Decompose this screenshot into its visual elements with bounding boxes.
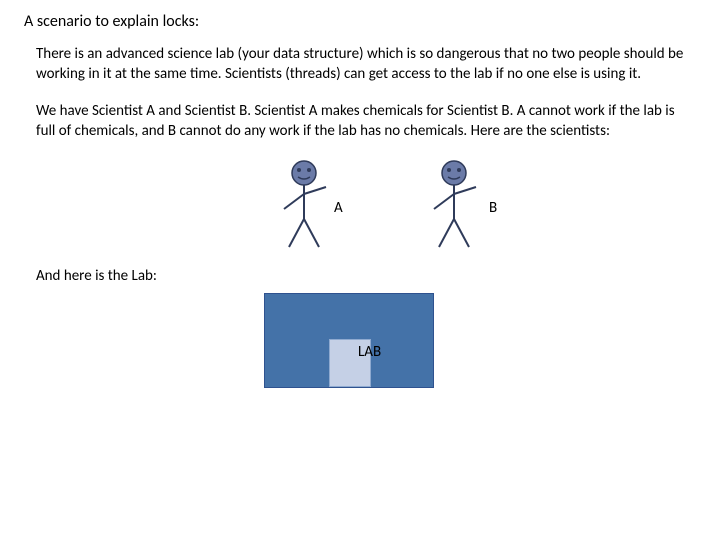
lab-diagram: LAB bbox=[264, 293, 696, 403]
paragraph-1: There is an advanced science lab (your d… bbox=[36, 45, 684, 84]
scientists-row: A B bbox=[24, 159, 696, 259]
paragraph-2: We have Scientist A and Scientist B. Sci… bbox=[36, 102, 684, 141]
lab-subheading: And here is the Lab: bbox=[36, 267, 684, 285]
lab-label: LAB bbox=[358, 343, 381, 361]
slide-title: A scenario to explain locks: bbox=[24, 12, 696, 31]
scientist-b-label: B bbox=[489, 199, 497, 217]
scientist-b-figure bbox=[424, 159, 484, 249]
slide-content: A scenario to explain locks: There is an… bbox=[0, 0, 720, 415]
lab-box bbox=[264, 293, 434, 388]
scientist-a-figure bbox=[274, 159, 334, 249]
scientist-a-label: A bbox=[334, 199, 343, 217]
